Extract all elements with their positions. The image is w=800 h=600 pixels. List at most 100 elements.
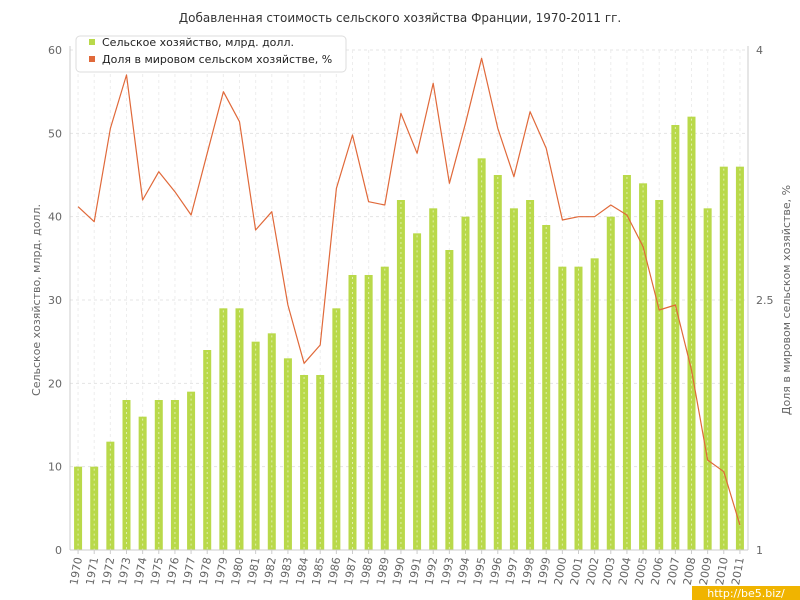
bar [219, 308, 228, 550]
bar [429, 208, 438, 551]
bars-layer [74, 116, 744, 551]
y-tick-label-left: 20 [48, 377, 62, 390]
x-tick-label: 2010 [713, 556, 731, 586]
x-tick-label: 1986 [326, 556, 344, 586]
bar [283, 358, 292, 550]
watermark[interactable]: http://be5.biz/ [692, 586, 800, 600]
x-tick-label: 1994 [455, 556, 473, 586]
bar [106, 441, 115, 550]
legend-marker-line [89, 56, 95, 62]
y-tick-label-left: 0 [55, 544, 62, 557]
x-tick-label: 2004 [616, 556, 634, 586]
legend: Сельское хозяйство, млрд. долл. Доля в м… [75, 35, 347, 73]
legend-marker-bars [89, 39, 95, 45]
x-tick-label: 2001 [568, 556, 586, 586]
x-tick-label: 1978 [196, 556, 214, 586]
x-tick-label: 2000 [552, 556, 570, 586]
y-tick-label-right: 1 [756, 544, 763, 557]
x-tick-label: 2003 [600, 556, 618, 586]
bar [526, 200, 535, 550]
bar [380, 266, 389, 550]
x-tick-label: 1977 [180, 556, 198, 586]
x-tick-label: 1984 [293, 556, 311, 586]
x-tick-label: 1982 [261, 556, 279, 586]
x-tick-label: 1999 [535, 556, 553, 586]
bar [606, 216, 615, 550]
y-axis-label-left: Сельское хозяйство, млрд. долл. [30, 204, 43, 396]
x-tick-label: 1995 [471, 556, 489, 586]
bar [154, 400, 163, 550]
x-tick-label: 2009 [697, 556, 715, 586]
bar [655, 200, 664, 550]
x-tick-label: 1970 [67, 556, 85, 586]
y-tick-label-left: 50 [48, 127, 62, 140]
x-tick-label: 1983 [277, 556, 295, 586]
bar [703, 208, 712, 551]
x-tick-label: 1989 [374, 556, 392, 586]
x-tick-label: 2006 [648, 556, 666, 586]
x-tick-label: 1991 [406, 556, 424, 586]
line-layer [77, 57, 741, 526]
x-tick-label: 1987 [342, 556, 360, 586]
chart-title: Добавленная стоимость сельского хозяйств… [179, 11, 622, 25]
x-tick-label: 1988 [358, 556, 376, 586]
x-tick-label: 1985 [309, 556, 327, 586]
watermark-link[interactable]: http://be5.biz/ [707, 587, 785, 600]
x-tick-label: 1972 [100, 556, 118, 586]
x-tick-label: 1997 [503, 556, 521, 586]
legend-box [75, 35, 347, 73]
bar [574, 266, 583, 550]
bar [719, 166, 728, 550]
y-tick-label-left: 10 [48, 461, 62, 474]
axis-layer: 010203040506012.541970197119721973197419… [48, 44, 774, 586]
x-tick-label: 1990 [390, 556, 408, 586]
x-tick-label: 1976 [164, 556, 182, 586]
y-tick-label-left: 40 [48, 211, 62, 224]
x-tick-label: 2005 [632, 556, 650, 586]
y-tick-label-right: 2.5 [756, 294, 774, 307]
bar [735, 166, 744, 550]
bar [445, 250, 454, 550]
bar [558, 266, 567, 550]
watermark-background [692, 586, 800, 600]
x-tick-label: 1998 [519, 556, 537, 586]
bar [396, 200, 405, 550]
x-tick-label: 1981 [245, 556, 263, 586]
bar [74, 466, 83, 550]
x-tick-label: 1979 [213, 556, 231, 586]
x-tick-label: 1996 [487, 556, 505, 586]
x-tick-label: 1975 [148, 556, 166, 586]
bar [251, 341, 260, 550]
x-tick-label: 1992 [422, 556, 440, 586]
y-axis-label-right: Доля в мировом сельском хозяйстве, % [780, 185, 793, 415]
x-tick-label: 2007 [665, 556, 683, 586]
bar [509, 208, 518, 551]
legend-label-line: Доля в мировом сельском хозяйстве, % [102, 53, 332, 66]
bar [477, 158, 486, 551]
bar [170, 400, 179, 550]
bar [90, 466, 99, 550]
x-tick-label: 2008 [681, 556, 699, 586]
y-tick-label-right: 4 [756, 44, 763, 57]
y-tick-label-left: 60 [48, 44, 62, 57]
bar [235, 308, 244, 550]
y-tick-label-left: 30 [48, 294, 62, 307]
x-tick-label: 1980 [229, 556, 247, 586]
x-tick-label: 1971 [83, 556, 101, 586]
bar [203, 350, 212, 550]
bar [122, 400, 131, 550]
bar [590, 258, 599, 550]
bar [187, 391, 196, 550]
bar [461, 216, 470, 550]
bar [687, 116, 696, 551]
legend-label-bars: Сельское хозяйство, млрд. долл. [102, 36, 294, 49]
x-tick-label: 1973 [116, 556, 134, 586]
x-tick-label: 1974 [132, 556, 150, 586]
x-tick-label: 2011 [729, 556, 747, 586]
bar [332, 308, 341, 550]
bar [138, 416, 147, 550]
x-tick-label: 2002 [584, 556, 602, 586]
x-tick-label: 1993 [439, 556, 457, 586]
share-line [77, 57, 741, 526]
